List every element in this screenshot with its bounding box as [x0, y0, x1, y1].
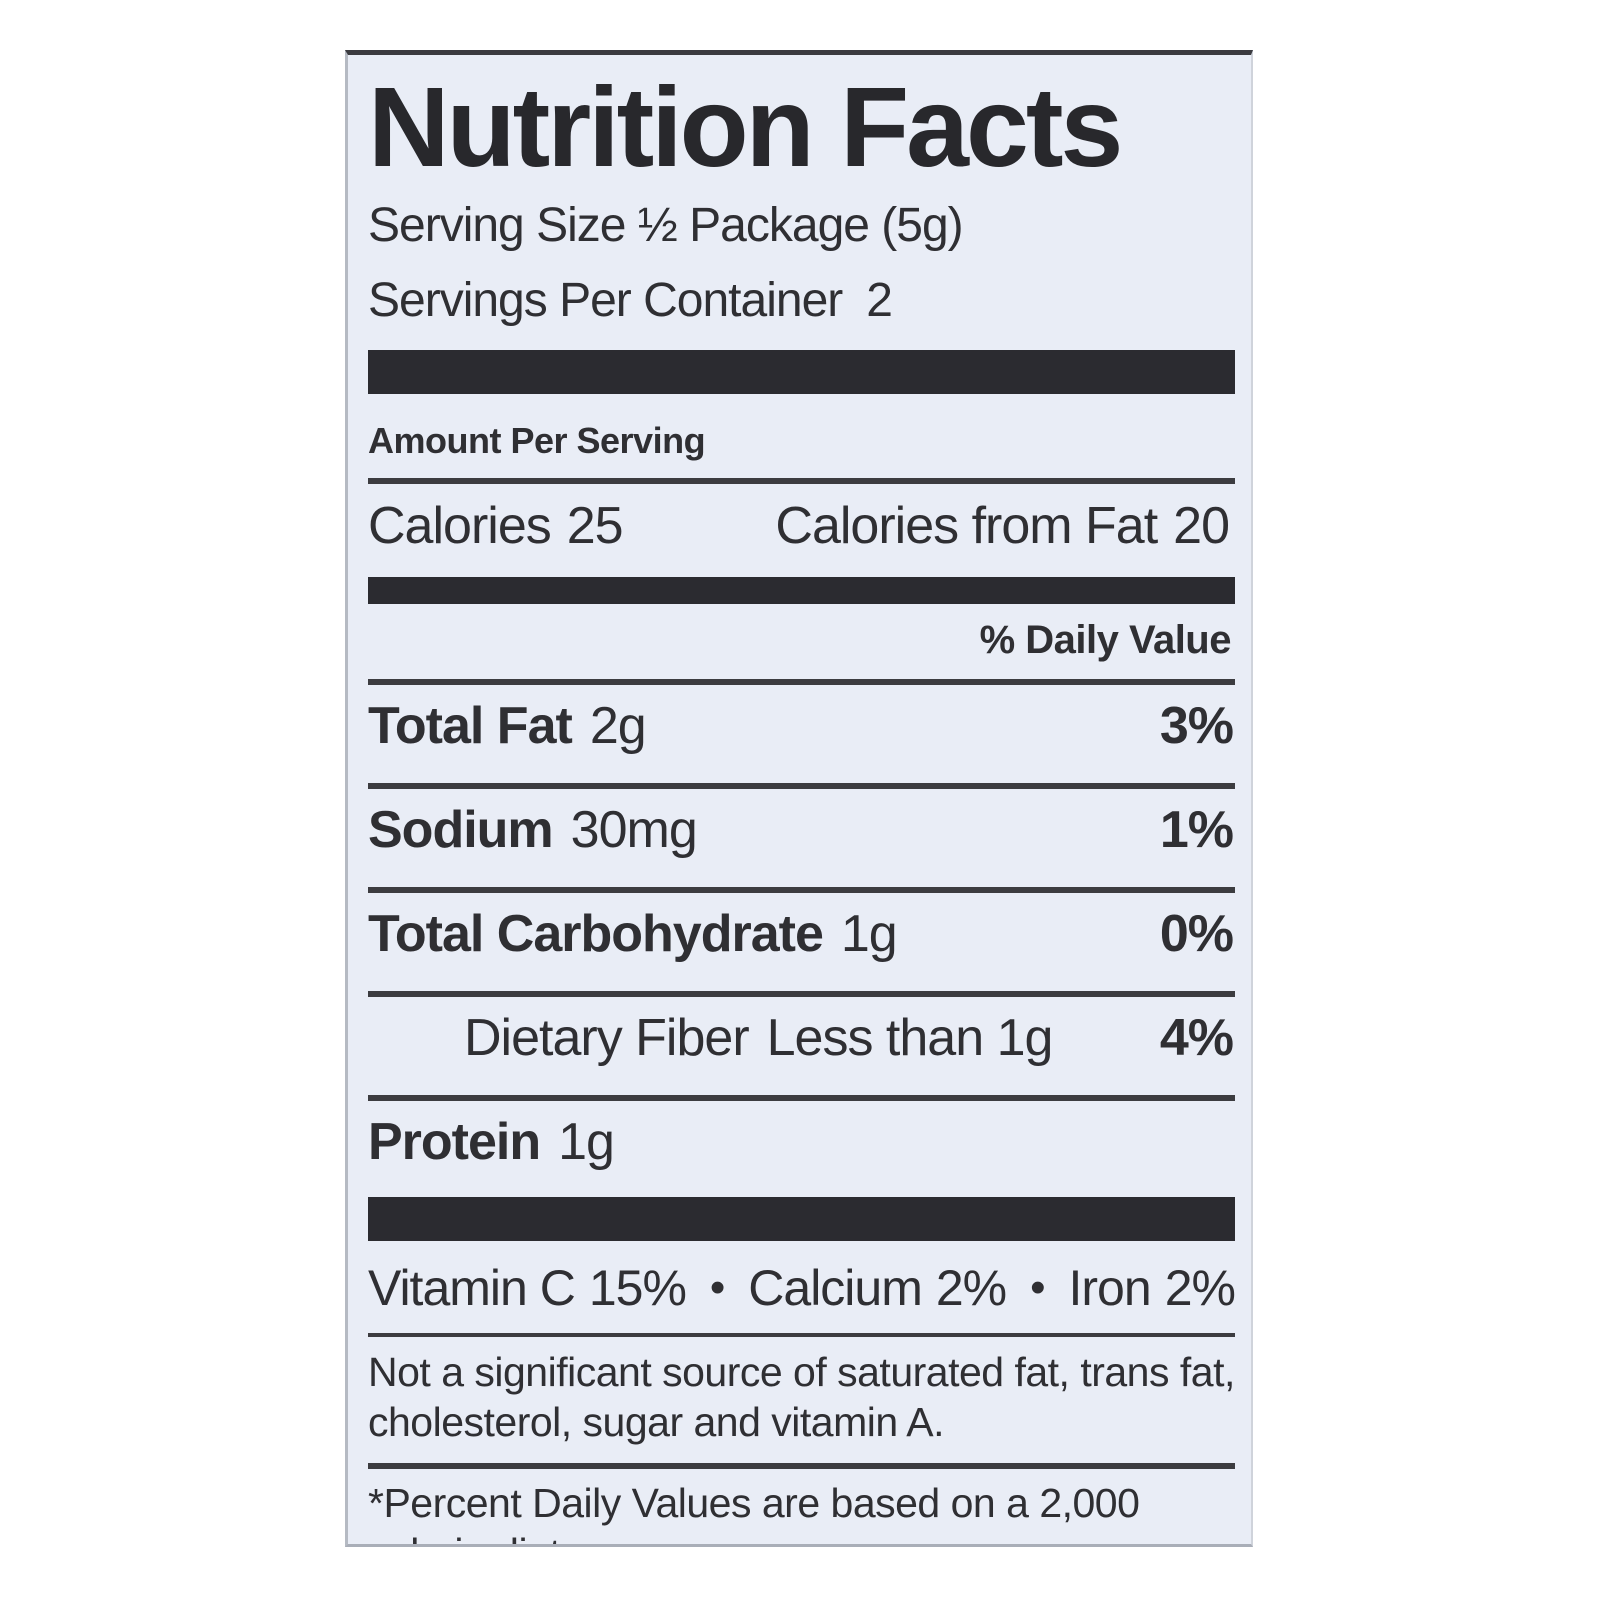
nutrient-cell: Total Fat 2g [368, 696, 647, 756]
vitamin-value: 15% [588, 1260, 687, 1317]
not-significant-note: Not a significant source of saturated fa… [368, 1349, 1235, 1446]
vitamin-item-iron: Iron 2% [1068, 1259, 1236, 1317]
rule-divider [368, 679, 1235, 686]
section-divider-bar-bottom [368, 1197, 1235, 1242]
nutrient-row-dietary-fiber: Dietary Fiber Less than 1g 4% [368, 997, 1235, 1079]
servings-per-container-line: Servings Per Container 2 [368, 273, 1235, 328]
rule-divider [368, 1463, 1235, 1470]
amount-per-serving-label: Amount Per Serving [368, 420, 706, 462]
bullet-separator-icon: • [1030, 1263, 1045, 1313]
vitamins-row: Vitamin C 15% • Calcium 2% • Iron 2% [368, 1259, 1236, 1317]
calories-from-fat-value: 20 [1173, 497, 1230, 556]
daily-values-footnote: *Percent Daily Values are based on a 2,0… [368, 1480, 1140, 1544]
vitamin-item-calcium: Calcium 2% [748, 1259, 1007, 1317]
calories-cell: Calories 25 [368, 496, 624, 556]
servings-per-container-label: Servings Per Container [368, 274, 843, 328]
nutrient-daily-value: 1% [1159, 801, 1234, 860]
rule-divider [368, 991, 1235, 998]
nutrient-amount: 2g [589, 697, 647, 756]
nutrient-cell: Dietary Fiber Less than 1g [464, 1008, 1054, 1068]
vitamin-name: Vitamin C [368, 1260, 576, 1317]
calories-row: Calories 25 Calories from Fat 20 [368, 494, 1235, 562]
rule-divider [368, 1095, 1235, 1102]
rule-divider [368, 1333, 1235, 1338]
vitamin-name: Calcium [748, 1260, 923, 1317]
vitamin-item-c: Vitamin C 15% [368, 1259, 687, 1317]
rule-divider [368, 478, 1235, 485]
calories-from-fat-label: Calories from Fat [775, 497, 1158, 556]
daily-value-header: % Daily Value [979, 618, 1232, 663]
nutrient-name: Dietary Fiber [464, 1009, 750, 1068]
rule-divider [368, 783, 1235, 790]
nutrient-cell: Protein 1g [368, 1112, 615, 1172]
nutrient-cell: Sodium 30mg [368, 800, 698, 860]
nutrient-name: Protein [368, 1113, 541, 1172]
calories-from-fat-cell: Calories from Fat 20 [775, 496, 1230, 556]
nutrient-daily-value: 3% [1159, 697, 1234, 756]
section-divider-bar-top [368, 350, 1235, 395]
vitamin-value: 2% [935, 1260, 1007, 1317]
nutrient-amount: 1g [558, 1113, 615, 1172]
nutrient-name: Sodium [368, 801, 554, 860]
bullet-separator-icon: • [709, 1263, 725, 1313]
nutrient-row-sodium: Sodium 30mg 1% [368, 789, 1235, 871]
nutrient-row-total-fat: Total Fat 2g 3% [368, 685, 1235, 767]
serving-size-line: Serving Size ½ Package (5g) [368, 199, 964, 252]
nutrient-daily-value: 4% [1159, 1009, 1234, 1068]
calories-label: Calories [368, 497, 552, 556]
label-title: Nutrition Facts [368, 64, 1123, 190]
nutrient-cell: Total Carbohydrate 1g [368, 904, 898, 964]
nutrient-row-protein: Protein 1g [368, 1101, 1235, 1183]
vitamin-name: Iron [1068, 1260, 1152, 1317]
nutrient-amount: 30mg [570, 801, 698, 860]
nutrient-name: Total Fat [368, 697, 573, 756]
nutrient-daily-value: 0% [1159, 905, 1234, 964]
section-divider-bar-mid [368, 577, 1235, 605]
nutrient-amount: Less than 1g [766, 1009, 1054, 1068]
vitamin-value: 2% [1164, 1260, 1236, 1317]
nutrition-facts-label: Nutrition Facts Serving Size ½ Package (… [345, 50, 1253, 1547]
nutrient-amount: 1g [840, 905, 898, 964]
rule-divider [368, 887, 1235, 894]
nutrient-row-total-carbohydrate: Total Carbohydrate 1g 0% [368, 893, 1235, 975]
calories-value: 25 [566, 497, 624, 556]
nutrient-name: Total Carbohydrate [368, 905, 824, 964]
servings-per-container-value: 2 [866, 274, 893, 328]
